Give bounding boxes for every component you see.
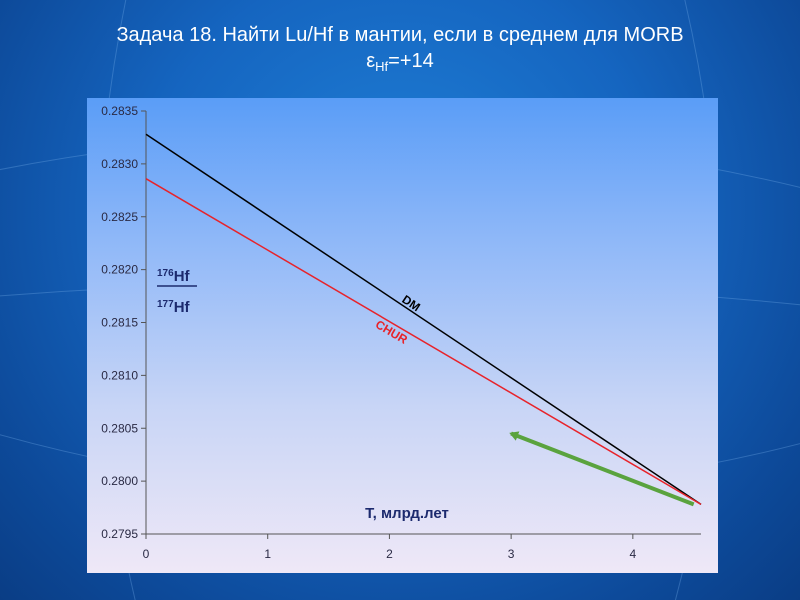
green-arrow (509, 431, 695, 507)
x-tick-label: 1 (264, 547, 271, 561)
dm-label: DM (399, 292, 422, 314)
series-line-dm (145, 133, 702, 506)
x-axis-title: T, млрд.лет (365, 505, 449, 522)
y-tick-label: 0.2825 (101, 210, 138, 224)
y-tick-label: 0.2820 (101, 263, 138, 277)
epsilon-subscript: Hf (375, 59, 389, 74)
x-tick-label: 4 (629, 547, 636, 561)
x-tick-label: 0 (143, 547, 150, 561)
denominator-mass: 177 (157, 299, 174, 310)
series-line-chur (145, 178, 702, 506)
ylabel-denominator: 177Hf (157, 299, 191, 316)
slide-title: Задача 18. Найти Lu/Hf в мантии, если в … (0, 22, 800, 80)
epsilon-symbol: ε (366, 50, 376, 72)
y-tick-label: 0.2830 (101, 157, 138, 171)
x-tick-label: 3 (508, 547, 515, 561)
numerator-mass: 176 (157, 268, 174, 279)
chart: 0.2795 0.2800 0.2805 0.2810 0.2815 0.2820 0.28… (101, 104, 702, 561)
y-tick-label: 0.2835 (101, 104, 138, 118)
chur-label: CHUR (373, 317, 410, 347)
epsilon-value: =+14 (388, 50, 434, 72)
y-tick-label: 0.2815 (101, 316, 138, 330)
title-line-1: Задача 18. Найти Lu/Hf в мантии, если в … (116, 24, 684, 46)
ylabel-numerator: 176Hf (157, 268, 191, 285)
x-tick-label: 2 (386, 547, 393, 561)
chart-panel: 0.2795 0.2800 0.2805 0.2810 0.2815 0.2820 0.28… (87, 98, 718, 573)
title-line-2: εHf=+14 (0, 48, 800, 80)
y-tick-label: 0.2795 (101, 527, 138, 541)
y-tick-label: 0.2810 (101, 368, 138, 382)
numerator-element: Hf (174, 268, 191, 285)
denominator-element: Hf (174, 299, 191, 316)
y-tick-label: 0.2800 (101, 474, 138, 488)
y-tick-label: 0.2805 (101, 421, 138, 435)
